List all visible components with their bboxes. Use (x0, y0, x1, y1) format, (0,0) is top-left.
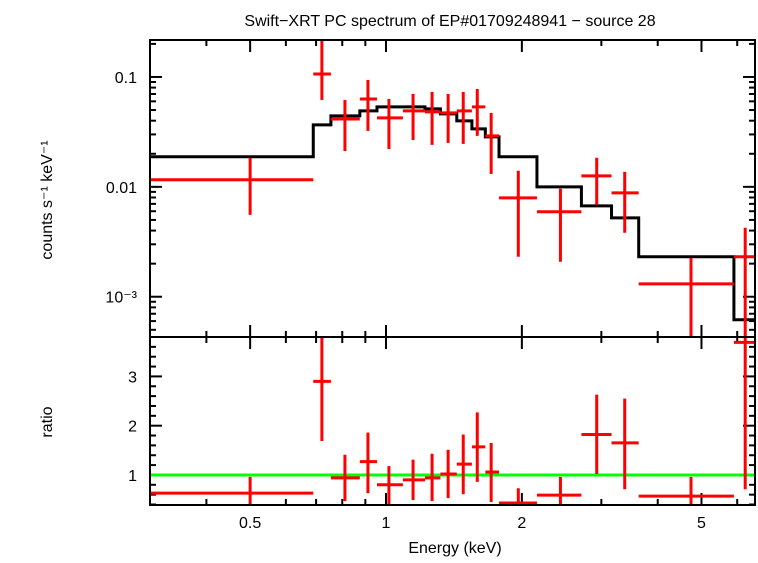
y-tick-label-bottom: 1 (128, 468, 137, 485)
x-tick-label: 5 (697, 515, 706, 532)
x-tick-label: 1 (382, 515, 391, 532)
y-tick-label-bottom: 3 (128, 369, 137, 386)
y-tick-label-bottom: 2 (128, 419, 137, 436)
y-axis-label-bottom: ratio (39, 406, 56, 437)
top-panel-frame (149, 39, 756, 338)
bottom-panel-frame (149, 336, 756, 506)
y-tick-label-top: 0.01 (106, 180, 137, 197)
y-tick-label-top: 0.1 (115, 70, 137, 87)
x-axis-label: Energy (keV) (408, 540, 501, 557)
model-step-line (150, 105, 755, 322)
y-axis-label-top: counts s⁻¹ keV⁻¹ (39, 140, 56, 259)
chart-title: Swift−XRT PC spectrum of EP#01709248941 … (244, 13, 655, 30)
x-tick-label: 0.5 (239, 515, 261, 532)
y-tick-label-top: 10⁻³ (105, 290, 137, 307)
x-tick-label: 2 (517, 515, 526, 532)
